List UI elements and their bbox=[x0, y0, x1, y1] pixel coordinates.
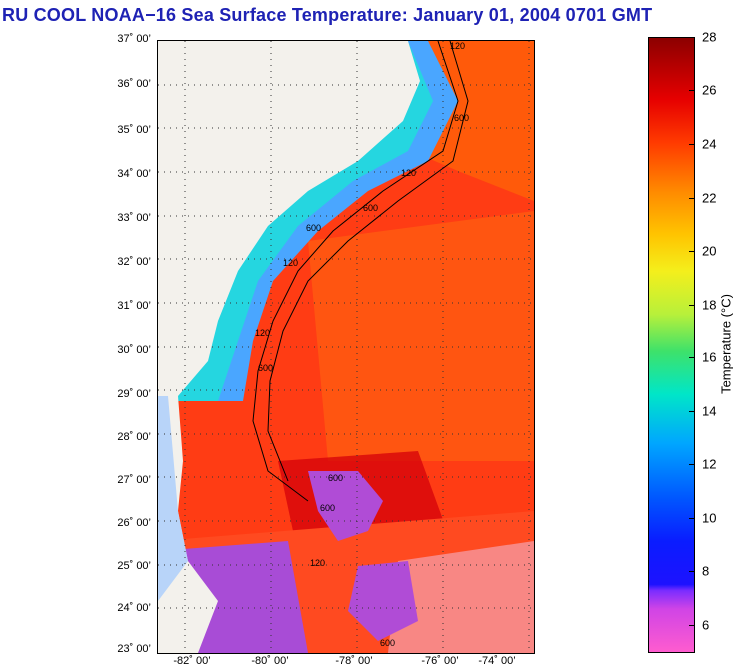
isobath-label: 600 bbox=[258, 363, 273, 373]
lon-label: -82˚ 00’ bbox=[173, 655, 211, 667]
isobath-label: 120 bbox=[450, 41, 465, 51]
lat-label: 35˚ 00’ bbox=[117, 124, 151, 136]
lat-label: 28˚ 00’ bbox=[117, 431, 151, 443]
sst-map[interactable]: 120 600 120 600 120 600 120 600 600 600 … bbox=[157, 40, 535, 654]
colorbar-tick-mark bbox=[689, 464, 694, 465]
isobath-label: 600 bbox=[363, 203, 378, 213]
colorbar-tick-mark bbox=[689, 251, 694, 252]
isobath-label: 600 bbox=[306, 223, 321, 233]
colorbar-tick-mark bbox=[689, 518, 694, 519]
colorbar-tick: 28 bbox=[702, 29, 717, 45]
colorbar-tick: 8 bbox=[702, 563, 710, 579]
land-us-east-coast bbox=[158, 41, 420, 396]
temperature-colorbar bbox=[648, 37, 695, 653]
lat-label: 30˚ 00’ bbox=[117, 344, 151, 356]
gulf-water bbox=[158, 396, 188, 601]
grid-lines bbox=[158, 41, 534, 653]
colorbar-tick: 14 bbox=[702, 403, 717, 419]
isobath-label: 600 bbox=[328, 473, 343, 483]
isobath-label: 120 bbox=[401, 168, 416, 178]
lat-label: 25˚ 00’ bbox=[117, 560, 151, 572]
lat-label: 23˚ 00’ bbox=[117, 643, 151, 655]
isobath-label: 120 bbox=[310, 558, 325, 568]
colorbar-tick: 12 bbox=[702, 456, 717, 472]
colorbar-tick: 22 bbox=[702, 190, 717, 206]
colorbar-tick-mark bbox=[689, 305, 694, 306]
isobath-label: 120 bbox=[283, 258, 298, 268]
lat-label: 27˚ 00’ bbox=[117, 474, 151, 486]
lat-label: 26˚ 00’ bbox=[117, 517, 151, 529]
colorbar-tick: 6 bbox=[702, 617, 710, 633]
lat-label: 37˚ 00’ bbox=[117, 33, 151, 45]
lon-label: -78˚ 00’ bbox=[335, 655, 373, 667]
colorbar-label: Temperature (°C) bbox=[718, 294, 734, 394]
lat-label: 24˚ 00’ bbox=[117, 602, 151, 614]
colorbar-tick: 18 bbox=[702, 297, 717, 313]
colorbar-tick-mark bbox=[689, 411, 694, 412]
isobaths bbox=[252, 41, 469, 502]
bahamas-bank bbox=[308, 471, 383, 541]
colorbar-tick: 20 bbox=[702, 243, 717, 259]
ocean-patch bbox=[308, 211, 534, 461]
lat-label: 34˚ 00’ bbox=[117, 168, 151, 180]
lon-label: -74˚ 00’ bbox=[478, 655, 516, 667]
colorbar-tick: 16 bbox=[702, 349, 717, 365]
colorbar-tick: 26 bbox=[702, 82, 717, 98]
colorbar-tick-mark bbox=[689, 625, 694, 626]
isobath-label: 600 bbox=[454, 113, 469, 123]
colorbar-tick-mark bbox=[689, 198, 694, 199]
lat-label: 33˚ 00’ bbox=[117, 212, 151, 224]
lon-label: -76˚ 00’ bbox=[421, 655, 459, 667]
colorbar-tick-mark bbox=[689, 144, 694, 145]
colorbar-tick: 24 bbox=[702, 136, 717, 152]
isobath-label: 120 bbox=[255, 328, 270, 338]
lat-label: 31˚ 00’ bbox=[117, 300, 151, 312]
colorbar-tick: 10 bbox=[702, 510, 717, 526]
sst-map-image: 120 600 120 600 120 600 120 600 600 600 … bbox=[158, 41, 534, 653]
bahamas-bank bbox=[348, 561, 418, 641]
isobath-label: 600 bbox=[320, 503, 335, 513]
colorbar-tick-mark bbox=[689, 571, 694, 572]
isobath-label: 600 bbox=[380, 638, 395, 648]
lat-label: 36˚ 00’ bbox=[117, 78, 151, 90]
page-title: RU COOL NOAA−16 Sea Surface Temperature:… bbox=[2, 5, 653, 25]
colorbar-tick-mark bbox=[689, 357, 694, 358]
lat-label: 32˚ 00’ bbox=[117, 256, 151, 268]
lat-label: 29˚ 00’ bbox=[117, 388, 151, 400]
cloud-cover bbox=[388, 541, 534, 653]
lon-label: -80˚ 00’ bbox=[251, 655, 289, 667]
colorbar-tick-mark bbox=[689, 90, 694, 91]
